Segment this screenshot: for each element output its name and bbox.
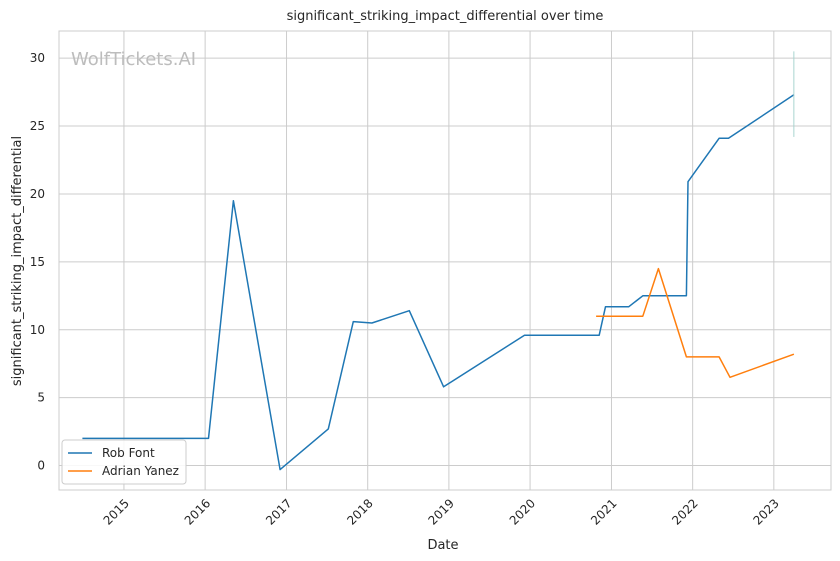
series-layer (82, 51, 795, 471)
chart-title: significant_striking_impact_differential… (287, 9, 604, 24)
y-tick-label: 20 (30, 187, 45, 201)
x-tick-label: 2020 (507, 496, 538, 527)
x-axis-title: Date (427, 538, 458, 553)
series-line-1 (596, 267, 795, 379)
y-tick-label: 25 (30, 119, 45, 133)
x-tick-label: 2022 (669, 496, 700, 527)
legend: Rob Font Adrian Yanez (61, 439, 187, 485)
y-axis-title: significant_striking_impact_differential (10, 136, 25, 386)
plot-frame (58, 30, 832, 491)
y-axis-ticks: 0 5 10 15 20 25 30 (30, 51, 45, 472)
x-tick-label: 2019 (426, 496, 457, 527)
x-tick-label: 2016 (182, 496, 213, 527)
y-tick-label: 5 (37, 391, 45, 405)
grid (59, 31, 831, 490)
legend-label-1: Adrian Yanez (102, 464, 179, 478)
y-tick-label: 15 (30, 255, 45, 269)
series-line-0 (82, 94, 795, 471)
y-tick-label: 0 (37, 459, 45, 473)
legend-label-0: Rob Font (102, 446, 155, 460)
x-tick-label: 2017 (263, 496, 294, 527)
watermark-text: WolfTickets.AI (71, 49, 196, 70)
x-tick-label: 2023 (750, 496, 781, 527)
y-tick-label: 10 (30, 323, 45, 337)
x-tick-label: 2018 (344, 496, 375, 527)
x-tick-label: 2021 (588, 496, 619, 527)
x-axis-ticks: 2015 2016 2017 2018 2019 2020 2021 2022 2023 (101, 496, 782, 527)
legend-box (61, 439, 187, 485)
x-tick-label: 2015 (101, 496, 132, 527)
y-tick-label: 30 (30, 51, 45, 65)
